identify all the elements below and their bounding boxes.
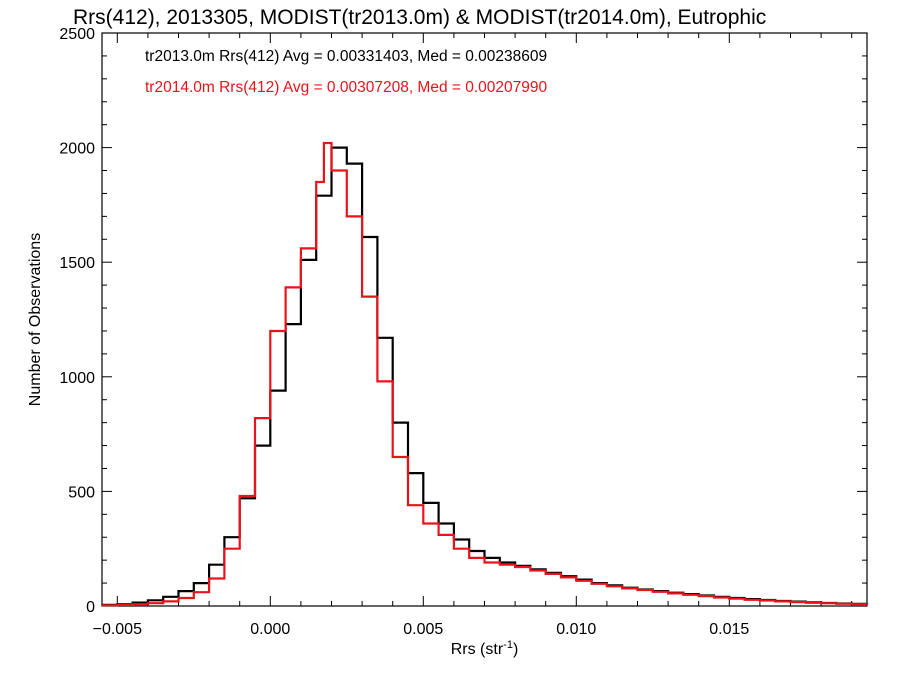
y-tick-label: 2000 [59,141,95,158]
x-axis-label-main: Rrs (str [451,641,504,658]
x-tick-label: 0.005 [403,621,443,638]
y-axis-label: Number of Observations [27,233,44,406]
y-tick-label: 1500 [59,255,95,272]
x-axis-label-end: ) [513,641,518,658]
x-tick-label: −0.005 [93,621,142,638]
legend-entry-tr2013: tr2013.0m Rrs(412) Avg = 0.00331403, Med… [145,48,547,65]
series-layer [102,141,869,607]
y-tick-label: 0 [86,599,95,616]
series-tr2013-line [102,146,869,606]
x-tick-label: 0.015 [709,621,749,638]
legend-entry-tr2014: tr2014.0m Rrs(412) Avg = 0.00307208, Med… [145,79,548,96]
chart-title: Rrs(412), 2013305, MODIST(tr2013.0m) & M… [73,6,766,29]
x-axis: −0.005 0.000 0.005 0.010 0.015 [93,33,853,638]
series-tr2014-line [102,141,869,607]
x-tick-label: 0.000 [250,621,290,638]
y-tick-label: 500 [68,484,95,501]
y-tick-label: 1000 [59,370,95,387]
x-tick-label: 0.010 [556,621,596,638]
x-axis-label-sup: -1 [503,639,513,651]
y-axis: 0 500 1000 1500 2000 2500 [59,26,867,616]
y-tick-label: 2500 [59,26,95,43]
plot-frame [101,32,868,607]
x-axis-label: Rrs (str-1) [451,639,519,658]
